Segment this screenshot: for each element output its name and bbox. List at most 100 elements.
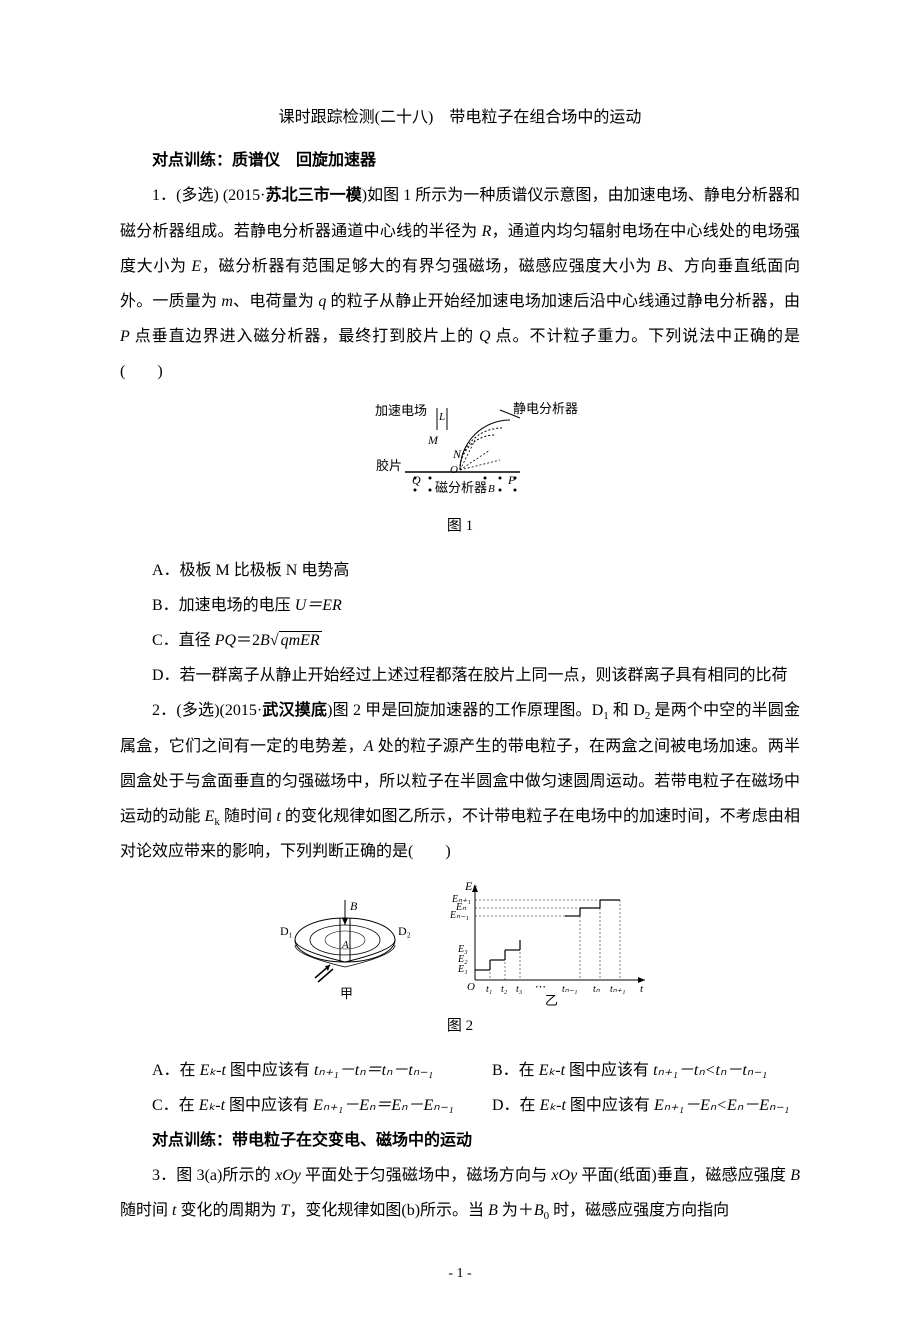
- q3-xOy1: xOy: [275, 1167, 301, 1184]
- q2C-mid: 图中应该有: [225, 1097, 313, 1114]
- svg-text:⋯: ⋯: [535, 981, 546, 993]
- q1-body5: 、电荷量为: [233, 293, 318, 310]
- fig2-B: B: [350, 899, 358, 913]
- q1-body3: ，磁分析器有范围足够大的有界匀强磁场，磁感应强度大小为: [201, 258, 657, 275]
- q3-B: B: [790, 1167, 800, 1184]
- q3-body1: 平面处于匀强磁场中，磁场方向与: [301, 1167, 552, 1184]
- q1-body: 1．(多选) (2015·苏北三市一模)如图 1 所示为一种质谱仪示意图，由加速…: [120, 178, 800, 389]
- q2-opts-row1: A．在 Eₖ-t 图中应该有 tₙ₊₁－tₙ＝tₙ－tₙ₋₁ B．在 Eₖ-t …: [120, 1053, 800, 1088]
- q2C-pre: C．在: [152, 1097, 199, 1114]
- fig1-film-label: 胶片: [376, 458, 402, 473]
- figure-2: B D₁ D₂ A 甲 Eₖ Eₙ₊₁ Eₙ Eₙ₋₁ E₃ E₂ E₁: [120, 880, 800, 1043]
- q3-body7: 时，磁感应强度方向指向: [549, 1202, 729, 1219]
- q1-B: B: [657, 258, 667, 275]
- q3-B0: B: [534, 1202, 544, 1219]
- q2-body1: )图 2 甲是回旋加速器的工作原理图。D: [327, 702, 603, 719]
- q2-Ek: E: [205, 808, 215, 825]
- q3-body6: 为＋: [498, 1202, 534, 1219]
- q1-body6: 的粒子从静止开始经加速电场加速后沿中心线通过静电分析器，由: [326, 293, 800, 310]
- q2A-pre: A．在: [152, 1062, 200, 1079]
- q2-opts-row2: C．在 Eₖ-t 图中应该有 Eₙ₊₁－Eₙ＝Eₙ－Eₙ₋₁ D．在 Eₖ-t …: [120, 1088, 800, 1123]
- q2D-eq: Eₙ₊₁－Eₙ<Eₙ－Eₙ₋₁: [654, 1097, 789, 1114]
- fig1-Q: Q: [412, 473, 421, 487]
- q2-source: 武汉摸底: [262, 702, 327, 719]
- q2D-pre: D．在: [492, 1097, 540, 1114]
- q3-body: 3．图 3(a)所示的 xOy 平面处于匀强磁场中，磁场方向与 xOy 平面(纸…: [120, 1158, 800, 1229]
- q1-Q: Q: [479, 328, 491, 345]
- q1-opt-C: C．直径 PQ＝2B√qmER: [120, 623, 800, 658]
- q2D-mid: 图中应该有: [566, 1097, 654, 1114]
- fig1-caption: 图 1: [120, 510, 800, 543]
- q3-B2: B: [488, 1202, 498, 1219]
- q2-opt-A: A．在 Eₖ-t 图中应该有 tₙ₊₁－tₙ＝tₙ－tₙ₋₁: [120, 1053, 460, 1088]
- q1-optB-pre: B．加速电场的电压: [152, 597, 295, 614]
- q3-body4: 变化的周期为: [176, 1202, 280, 1219]
- q3-body2: 平面(纸面)垂直，磁感应强度: [577, 1167, 790, 1184]
- q2D-ekt: Eₖ-t: [540, 1097, 566, 1114]
- q2B-ekt: Eₖ-t: [539, 1062, 565, 1079]
- page-title: 课时跟踪检测(二十八) 带电粒子在组合场中的运动: [120, 100, 800, 135]
- fig1-O: O: [450, 464, 458, 476]
- q2-opt-C: C．在 Eₖ-t 图中应该有 Eₙ₊₁－Eₙ＝Eₙ－Eₙ₋₁: [120, 1088, 460, 1123]
- fig2-D1: D₁: [280, 924, 293, 938]
- fig2-caption: 图 2: [120, 1010, 800, 1043]
- fig2-left-svg: B D₁ D₂ A 甲: [270, 890, 420, 1010]
- fig1-M: M: [427, 433, 439, 447]
- q2-body2: 和 D: [609, 702, 645, 719]
- fig2-A: A: [341, 939, 349, 951]
- fig2-yi: 乙: [545, 993, 558, 1008]
- q3-xOy2: xOy: [551, 1167, 577, 1184]
- q1-optB-eq: U＝ER: [295, 597, 342, 614]
- section1-header: 对点训练：质谱仪 回旋加速器: [120, 143, 800, 178]
- fig1-mag-label: 磁分析器: [435, 480, 487, 495]
- q3-body5: ，变化规律如图(b)所示。当: [289, 1202, 488, 1219]
- section2-header: 对点训练：带电粒子在交变电、磁场中的运动: [120, 1123, 800, 1158]
- fig2r-Enm1: Eₙ₋₁: [450, 910, 469, 921]
- q2-prefix: 2．(多选)(2015·: [152, 702, 262, 719]
- fig2r-O: O: [467, 981, 475, 993]
- fig2-D2: D₂: [398, 924, 411, 938]
- q2B-mid: 图中应该有: [565, 1062, 653, 1079]
- q1-optC-var: PQ: [215, 632, 236, 649]
- fig1-svg: 加速电场 静电分析器 L M N O 胶片 Q P 磁分析器 B: [320, 400, 600, 510]
- fig2r-tnm1: tₙ₋₁: [562, 984, 578, 995]
- q1-body7: 点垂直边界进入磁分析器，最终打到胶片上的: [130, 328, 479, 345]
- q1-source: 苏北三市一模: [266, 187, 362, 204]
- q1-prefix: 1．(多选) (2015·: [152, 187, 266, 204]
- fig2r-E1: E₁: [457, 964, 468, 975]
- q1-optC-pre: C．直径: [152, 632, 215, 649]
- q2B-pre: B．在: [492, 1062, 539, 1079]
- fig1-P: P: [507, 473, 516, 487]
- q1-opt-D: D．若一群离子从静止开始经过上述过程都落在胶片上同一点，则该群离子具有相同的比荷: [120, 658, 800, 693]
- fig2-jia: 甲: [340, 986, 353, 1001]
- fig2r-t2: t₂: [501, 984, 508, 995]
- fig2-right-svg: Eₖ Eₙ₊₁ Eₙ Eₙ₋₁ E₃ E₂ E₁: [450, 880, 650, 1010]
- q1-opt-B: B．加速电场的电压 U＝ER: [120, 588, 800, 623]
- q1-m: m: [221, 293, 233, 310]
- fig2r-t: t: [640, 983, 644, 995]
- q2A-ekt: Eₖ-t: [200, 1062, 226, 1079]
- q3-body3: 随时间: [120, 1202, 172, 1219]
- q2-body: 2．(多选)(2015·武汉摸底)图 2 甲是回旋加速器的工作原理图。D1 和 …: [120, 693, 800, 869]
- q1-R: R: [482, 223, 492, 240]
- q3-prefix: 3．图 3(a)所示的: [152, 1167, 275, 1184]
- fig1-L: L: [438, 411, 445, 423]
- page-number: - 1 -: [120, 1259, 800, 1290]
- figure-1: 加速电场 静电分析器 L M N O 胶片 Q P 磁分析器 B 图 1: [120, 400, 800, 543]
- fig2r-tn: tₙ: [593, 984, 601, 995]
- q1-optC-root: qmER: [279, 631, 322, 649]
- q2B-eq: tₙ₊₁－tₙ<tₙ－tₙ₋₁: [653, 1062, 767, 1079]
- fig1-electro-label: 静电分析器: [513, 401, 578, 416]
- fig2r-Ek: Eₖ: [464, 880, 478, 893]
- fig2r-tn1: tₙ₊₁: [610, 984, 626, 995]
- sqrt-sign: √: [270, 632, 279, 649]
- fig1-accel-label: 加速电场: [375, 403, 427, 418]
- q2A-mid: 图中应该有: [226, 1062, 314, 1079]
- q2-opt-B: B．在 Eₖ-t 图中应该有 tₙ₊₁－tₙ<tₙ－tₙ₋₁: [460, 1053, 800, 1088]
- fig1-N: N: [452, 447, 462, 461]
- fig2r-t1: t₁: [486, 984, 492, 995]
- q1-optA-text: A．极板 M 比极板 N 电势高: [152, 562, 349, 579]
- q2-body5: 随时间: [220, 808, 277, 825]
- q1-optC-mid: ＝2: [236, 632, 260, 649]
- q1-optC-B: B: [260, 632, 270, 649]
